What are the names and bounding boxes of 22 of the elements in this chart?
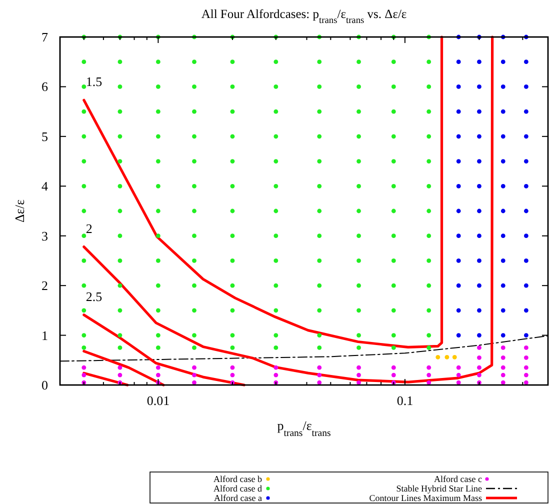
- x-tick-label: 0.01: [146, 393, 170, 408]
- legend-label: Alford case b: [214, 474, 262, 484]
- y-tick-label: 0: [42, 378, 48, 392]
- legend-label: Stable Hybrid Star Line: [396, 484, 482, 494]
- y-tick-label: 3: [42, 228, 48, 244]
- annotation: 1.5: [86, 74, 102, 90]
- annotation: 2.5: [86, 288, 102, 304]
- y-tick-label: 2: [42, 278, 48, 294]
- legend-label: Alford case d: [214, 484, 262, 494]
- x-tick-label: 0.1: [396, 393, 414, 408]
- legend-label: Alford case a: [214, 493, 262, 503]
- y-tick-label: 7: [42, 30, 48, 44]
- chart-title: All Four Alfordcases: p$_{trans}$/ε$_{trans}$ vs. Δε/ε: [201, 7, 407, 26]
- y-tick-label: 1: [42, 328, 48, 343]
- annotation: 2: [86, 220, 92, 236]
- y-tick-label: 6: [42, 79, 48, 94]
- x-axis-title: p$_{trans}$/ε$_{trans}$: [277, 418, 331, 438]
- legend-label: Contour Lines Maximum Mass: [369, 493, 482, 503]
- y-tick-label: 4: [42, 178, 48, 194]
- legend-label: Alford case c: [434, 474, 482, 484]
- y-tick-label: 5: [42, 128, 48, 144]
- y-axis-title: Δε/ε: [12, 199, 27, 222]
